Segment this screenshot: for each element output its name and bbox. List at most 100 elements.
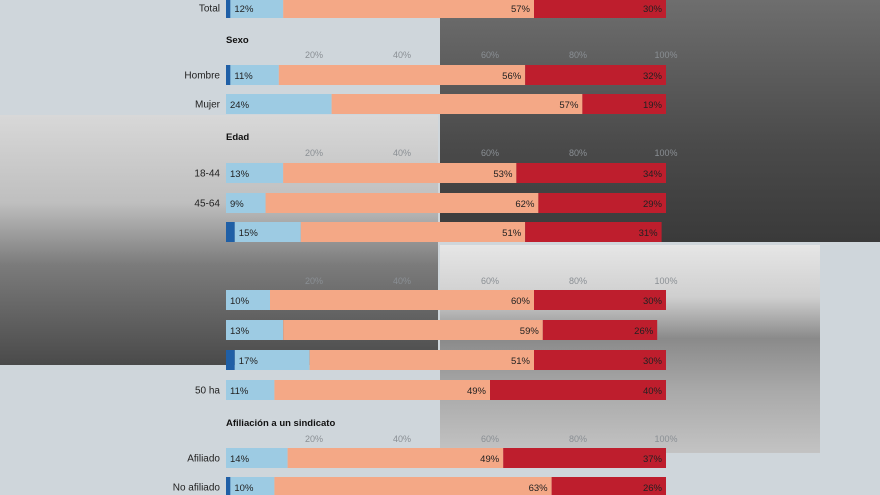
row-label: 50 ha bbox=[195, 386, 220, 397]
row-label: Hombre bbox=[184, 71, 220, 82]
data-label: 34% bbox=[643, 169, 663, 180]
x-tick-label: 100% bbox=[654, 434, 677, 444]
bar-segment bbox=[234, 222, 301, 242]
bar-segment bbox=[309, 350, 534, 370]
bar-segment bbox=[226, 65, 231, 85]
data-label: 24% bbox=[230, 100, 250, 111]
data-label: 26% bbox=[634, 326, 654, 337]
bar-segment bbox=[525, 65, 666, 85]
bar-segment bbox=[525, 222, 662, 242]
data-label: 37% bbox=[643, 454, 663, 465]
data-label: 11% bbox=[234, 71, 253, 82]
bar-segment bbox=[226, 290, 270, 310]
x-tick-label: 60% bbox=[481, 434, 499, 444]
bar-segment bbox=[274, 380, 490, 400]
x-tick-label: 100% bbox=[654, 276, 677, 286]
x-tick-label: 40% bbox=[393, 148, 411, 158]
orchard-field-photo bbox=[440, 245, 820, 453]
bar-segment bbox=[582, 94, 666, 114]
data-label: 40% bbox=[643, 386, 663, 397]
data-label: 11% bbox=[230, 386, 249, 397]
data-label: 29% bbox=[643, 199, 663, 210]
bar-segment bbox=[230, 0, 284, 18]
bar-segment bbox=[226, 380, 275, 400]
group-title: Sexo bbox=[226, 35, 249, 46]
bar-segment bbox=[278, 65, 526, 85]
data-label: 51% bbox=[502, 228, 522, 239]
data-label: 63% bbox=[529, 483, 549, 494]
data-label: 49% bbox=[467, 386, 487, 397]
bar-segment bbox=[542, 320, 658, 340]
bar-segment bbox=[283, 0, 534, 18]
x-tick-label: 60% bbox=[481, 276, 499, 286]
data-label: 14% bbox=[230, 454, 250, 465]
bar-segment bbox=[274, 477, 552, 495]
group-title: Edad bbox=[226, 132, 249, 143]
bar-segment bbox=[226, 448, 288, 468]
data-label: 15% bbox=[239, 228, 259, 239]
bar-segment bbox=[230, 477, 275, 495]
bar-segment bbox=[551, 477, 666, 495]
data-label: 59% bbox=[520, 326, 540, 337]
bar-segment bbox=[300, 222, 526, 242]
bar-segment bbox=[226, 222, 235, 242]
x-tick-label: 100% bbox=[654, 50, 677, 60]
data-label: 10% bbox=[230, 296, 250, 307]
x-tick-label: 60% bbox=[481, 148, 499, 158]
data-label: 9% bbox=[230, 199, 244, 210]
bar-segment bbox=[226, 477, 231, 495]
bar-segment bbox=[270, 290, 534, 310]
data-label: 31% bbox=[639, 228, 659, 239]
data-label: 32% bbox=[643, 71, 663, 82]
data-label: 51% bbox=[511, 356, 531, 367]
group-title: Afiliación a un sindicato bbox=[226, 418, 335, 429]
bar-segment bbox=[538, 193, 666, 213]
data-label: 57% bbox=[511, 4, 531, 15]
data-label: 30% bbox=[643, 4, 663, 15]
data-label: 30% bbox=[643, 356, 663, 367]
x-tick-label: 80% bbox=[569, 434, 587, 444]
row-label: 45-64 bbox=[194, 199, 220, 210]
data-label: 13% bbox=[230, 169, 250, 180]
x-tick-label: 100% bbox=[654, 148, 677, 158]
x-tick-label: 20% bbox=[305, 50, 323, 60]
data-label: 30% bbox=[643, 296, 663, 307]
bar-segment bbox=[534, 350, 666, 370]
bar-segment bbox=[226, 94, 332, 114]
bar-segment bbox=[490, 380, 666, 400]
row-label: Mujer bbox=[195, 100, 221, 111]
bar-segment bbox=[534, 0, 666, 18]
bar-segment bbox=[265, 193, 539, 213]
data-label: 49% bbox=[480, 454, 500, 465]
bar-segment bbox=[226, 350, 235, 370]
bar-segment bbox=[234, 350, 310, 370]
data-label: 56% bbox=[502, 71, 522, 82]
x-tick-label: 20% bbox=[305, 276, 323, 286]
x-tick-label: 20% bbox=[305, 434, 323, 444]
bar-segment bbox=[230, 65, 279, 85]
row-label: No afiliado bbox=[173, 483, 221, 494]
bar-segment bbox=[331, 94, 583, 114]
bar-segment bbox=[287, 448, 504, 468]
bar-segment bbox=[226, 320, 284, 340]
data-label: 53% bbox=[493, 169, 513, 180]
x-tick-label: 80% bbox=[569, 148, 587, 158]
x-tick-label: 40% bbox=[393, 50, 411, 60]
data-label: 12% bbox=[234, 4, 254, 15]
x-tick-label: 80% bbox=[569, 50, 587, 60]
data-label: 26% bbox=[643, 483, 663, 494]
x-tick-label: 40% bbox=[393, 276, 411, 286]
data-label: 57% bbox=[559, 100, 579, 111]
data-label: 19% bbox=[643, 100, 663, 111]
bar-segment bbox=[226, 0, 231, 18]
data-label: 62% bbox=[515, 199, 535, 210]
bar-segment bbox=[534, 290, 666, 310]
row-label: Total bbox=[199, 4, 220, 15]
x-tick-label: 20% bbox=[305, 148, 323, 158]
row-label: 18-44 bbox=[194, 169, 220, 180]
row-label: Afiliado bbox=[187, 454, 220, 465]
data-label: 17% bbox=[239, 356, 259, 367]
data-label: 60% bbox=[511, 296, 531, 307]
data-label: 10% bbox=[234, 483, 254, 494]
